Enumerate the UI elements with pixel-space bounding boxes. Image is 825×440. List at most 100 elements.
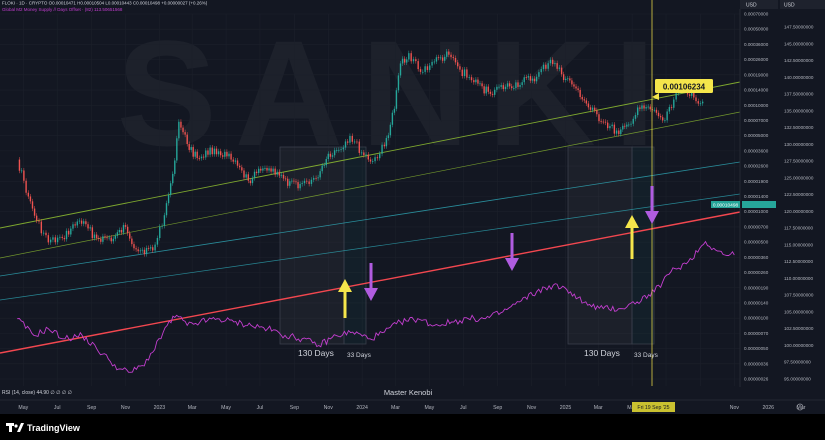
floki-candle-body [291, 180, 293, 182]
price-tick-label: 0.00000100 [744, 316, 769, 321]
floki-candle-body [479, 83, 481, 85]
purple-arrow-1 [364, 263, 378, 301]
floki-candle-body [85, 221, 87, 225]
floki-candle-body [272, 168, 274, 172]
floki-candle-body [699, 103, 702, 105]
floki-candle-body [468, 77, 470, 78]
price-tick-label: 0.00000070 [744, 331, 769, 336]
m2-tick-label: 105.00000000 [784, 309, 814, 314]
floki-candle-body [496, 86, 498, 90]
floki-candle-body [192, 147, 194, 157]
channel-upper-line [0, 81, 741, 229]
floki-candle-body [589, 107, 592, 110]
floki-candle-body [661, 117, 664, 121]
price-tick-label: 0.00019000 [744, 72, 769, 77]
floki-candle-body [232, 159, 234, 162]
floki-candle-body [340, 149, 342, 151]
floki-candle-body [511, 86, 513, 89]
floki-candle-body [241, 167, 243, 171]
floki-candle-body [535, 76, 538, 82]
floki-candle-body [129, 233, 131, 239]
floki-candle-body [422, 71, 424, 73]
floki-candle-body [135, 248, 137, 250]
m2-tick-label: 147.50000000 [784, 25, 814, 30]
m2-tick-label: 137.50000000 [784, 92, 814, 97]
price-tick-label: 0.00050000 [744, 27, 769, 32]
floki-candle-body [525, 77, 527, 79]
floki-candle-body [523, 77, 525, 83]
floki-candle-body [131, 238, 133, 245]
floki-candle-body [56, 237, 59, 243]
floki-candle-body [295, 181, 297, 183]
floki-candle-body [513, 88, 515, 89]
floki-candle-body [251, 178, 254, 184]
floki-candle-body [487, 86, 489, 92]
floki-candle-body [645, 107, 647, 109]
floki-candle-body [540, 69, 542, 73]
floki-candle-body [65, 230, 68, 240]
floki-candle-body [147, 247, 150, 249]
box-130-days-2 [567, 146, 633, 345]
floki-candle-body [234, 160, 237, 162]
floki-candle-body [360, 152, 363, 154]
floki-candle-body [238, 165, 241, 168]
floki-candle-body [521, 82, 523, 86]
price-tick-label: 0.00001000 [744, 209, 769, 214]
floki-candle-body [389, 124, 392, 136]
floki-candle-body [264, 167, 266, 169]
floki-candle-body [491, 93, 494, 95]
floki-candle-body [176, 138, 178, 161]
floki-candle-body [387, 135, 390, 139]
floki-candle-body [118, 229, 121, 233]
m2-axis[interactable]: 147.50000000 145.00000000 142.50000000 140.… [784, 25, 814, 382]
floki-candle-body [255, 171, 258, 174]
floki-candle-body [383, 144, 386, 147]
floki-candle-body [466, 69, 468, 78]
price-tick-label: 0.00036000 [744, 42, 769, 47]
floki-candle-body [410, 53, 412, 62]
price-tick-label: 0.00001900 [744, 179, 769, 184]
time-tick-label: Mar [188, 405, 197, 411]
floki-candle-body [615, 130, 618, 134]
floki-candle-body [393, 108, 396, 113]
floki-candle-body [180, 121, 182, 128]
floki-candle-body [626, 124, 628, 127]
floki-candle-body [477, 79, 479, 84]
m2-tick-label: 120.00000000 [784, 209, 814, 214]
floki-candle-body [116, 232, 119, 236]
floki-candle-body [448, 51, 450, 55]
floki-candle-body [190, 147, 192, 150]
floki-candle-body [152, 247, 154, 251]
floki-candle-body [556, 63, 558, 69]
floki-candle-body [562, 74, 565, 80]
price-tick-label: 0.00014000 [744, 88, 769, 93]
price-tick-label: 0.00000190 [744, 285, 769, 290]
channel-teal-line [0, 161, 741, 277]
settings-gear-icon[interactable] [796, 403, 804, 411]
price-axis[interactable]: 0.00070000 0.00050000 0.00036000 0.00026000… [744, 12, 769, 382]
floki-candle-body [319, 171, 321, 178]
floki-candle-body [575, 86, 577, 89]
floki-candle-body [145, 247, 148, 255]
floki-candle-body [604, 121, 607, 123]
floki-candle-body [664, 120, 666, 122]
floki-candle-body [167, 194, 170, 204]
currency-label-right[interactable]: USD [784, 3, 795, 9]
time-tick-label: Mar [594, 405, 603, 411]
time-tick-label: 2025 [560, 405, 572, 411]
label-33-days-1: 33 Days [347, 352, 372, 359]
floki-candle-body [533, 78, 536, 82]
currency-label-left[interactable]: USD [746, 3, 757, 9]
floki-candle-body [106, 237, 108, 239]
floki-candle-body [441, 57, 444, 61]
floki-candle-body [639, 107, 641, 109]
time-tick-label: Mar [797, 405, 806, 411]
floki-candle-body [381, 144, 383, 154]
m2-tick-label: 97.50000000 [784, 360, 811, 365]
box-130-days-1 [279, 146, 345, 345]
floki-candle-body [403, 58, 406, 63]
time-tick-label: Nov [730, 405, 740, 411]
floki-candle-body [108, 237, 110, 239]
floki-candle-body [321, 165, 323, 172]
time-tick-label: Mar [391, 405, 400, 411]
